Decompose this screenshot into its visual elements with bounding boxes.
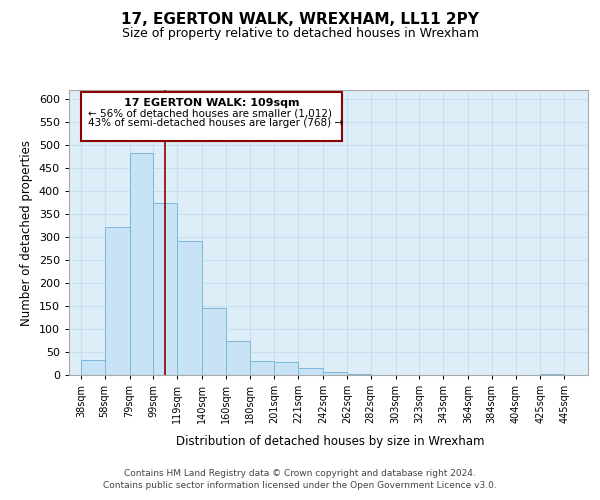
Text: ← 56% of detached houses are smaller (1,012): ← 56% of detached houses are smaller (1,… (88, 109, 332, 119)
Text: Size of property relative to detached houses in Wrexham: Size of property relative to detached ho… (121, 28, 479, 40)
Y-axis label: Number of detached properties: Number of detached properties (20, 140, 33, 326)
Bar (541, 374, 564, 375)
Text: Distribution of detached houses by size in Wrexham: Distribution of detached houses by size … (176, 435, 484, 448)
Bar (274, 362, 298, 375)
Text: Contains public sector information licensed under the Open Government Licence v3: Contains public sector information licen… (103, 481, 497, 490)
Bar (130, 153, 154, 375)
Bar (250, 361, 274, 375)
Bar (202, 308, 226, 375)
Bar (177, 241, 202, 375)
Text: 17, EGERTON WALK, WREXHAM, LL11 2PY: 17, EGERTON WALK, WREXHAM, LL11 2PY (121, 12, 479, 28)
Bar (323, 372, 347, 375)
Bar (104, 227, 130, 375)
Text: 17 EGERTON WALK: 109sqm: 17 EGERTON WALK: 109sqm (124, 98, 299, 108)
Bar (81, 360, 104, 375)
Text: Contains HM Land Registry data © Crown copyright and database right 2024.: Contains HM Land Registry data © Crown c… (124, 469, 476, 478)
Text: 43% of semi-detached houses are larger (768) →: 43% of semi-detached houses are larger (… (88, 118, 343, 128)
FancyBboxPatch shape (81, 92, 342, 140)
Bar (298, 368, 323, 375)
Bar (347, 374, 371, 375)
Bar (154, 202, 177, 375)
Bar (226, 340, 250, 375)
